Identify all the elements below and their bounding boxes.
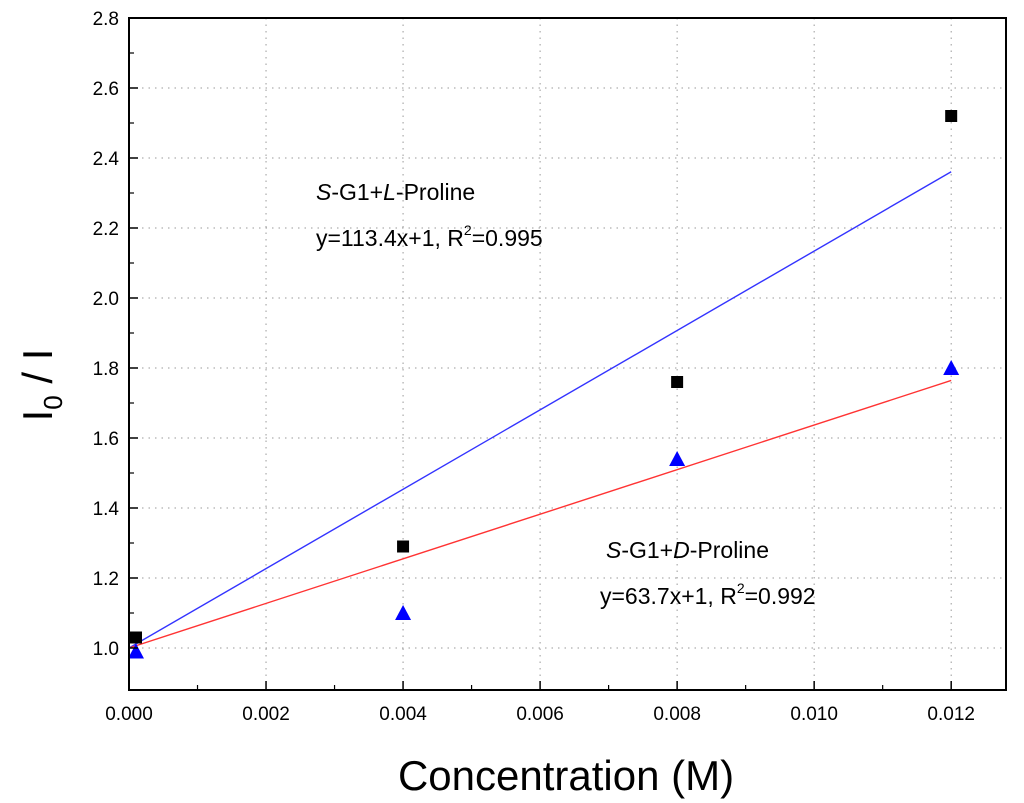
anno-d-italic-s: S [606,537,622,563]
anno-d-eq-post: =0.992 [745,583,816,609]
anno-l-eq-sup: 2 [464,222,472,238]
data-point-square [945,110,958,122]
anno-d-eq-pre: y=63.7x+1, R [600,583,737,609]
anno-l-italic-s: S [316,179,332,205]
y-tick-label: 2.8 [93,9,119,30]
anno-l-middle: -G1+ [331,179,383,205]
axis-ticks: 1.0 1.2 1.4 1.6 1.8 2.0 2.2 2.4 2.6 2.8 0.000 0.002… [93,9,975,725]
x-tick-label: 0.012 [927,704,975,725]
y-tick-label: 2.6 [93,79,119,100]
annotation-l-proline-equation: y=113.4x+1, R2=0.995 [316,222,543,251]
data-point-triangle [128,643,144,659]
anno-l-italic-enantiomer: L [383,179,396,205]
anno-d-middle: -G1+ [621,537,673,563]
x-tick-label: 0.006 [516,704,564,725]
y-axis-title-main: I [14,410,61,422]
data-point-triangle [943,360,960,375]
annotation-d-proline-name: S-G1+D-Proline [606,537,769,563]
x-tick-label: 0.000 [105,704,153,725]
y-tick-label: 1.6 [93,429,119,450]
annotation-l-proline-name: S-G1+L-Proline [316,179,475,205]
anno-d-italic-enantiomer: D [673,537,690,563]
data-point-triangle [395,605,412,620]
data-point-square [671,376,684,388]
y-tick-label: 1.0 [93,639,119,660]
y-axis-title: I0 / I [14,349,68,422]
anno-l-eq-post: =0.995 [472,225,543,251]
fit-lines [128,171,952,649]
fit-line-l-proline [128,171,952,649]
anno-l-suffix: -Proline [396,179,475,205]
y-axis-title-sub: 0 [38,395,68,409]
anno-d-suffix: -Proline [690,537,769,563]
y-tick-label: 1.4 [93,499,120,520]
data-point-triangle [669,451,686,466]
y-tick-label: 1.2 [93,569,119,590]
gridlines [128,17,1006,690]
annotation-d-proline-equation: y=63.7x+1, R2=0.992 [600,580,816,609]
y-tick-label: 2.2 [93,219,119,240]
y-tick-label: 1.8 [93,359,119,380]
anno-d-eq-sup: 2 [737,580,745,596]
y-axis-title-rest: / I [14,349,61,396]
x-tick-label: 0.010 [790,704,838,725]
x-axis-title: Concentration (M) [398,752,734,799]
data-point-square [397,540,410,553]
x-tick-label: 0.002 [242,704,290,725]
y-tick-label: 2.4 [93,149,120,170]
data-point-square [130,631,142,644]
fit-line-d-proline [128,379,952,649]
data-points [128,110,960,659]
x-tick-label: 0.004 [379,704,427,725]
plot-frame [128,17,1007,691]
y-tick-label: 2.0 [93,289,119,310]
x-tick-label: 0.008 [653,704,701,725]
anno-l-eq-pre: y=113.4x+1, R [316,225,464,251]
